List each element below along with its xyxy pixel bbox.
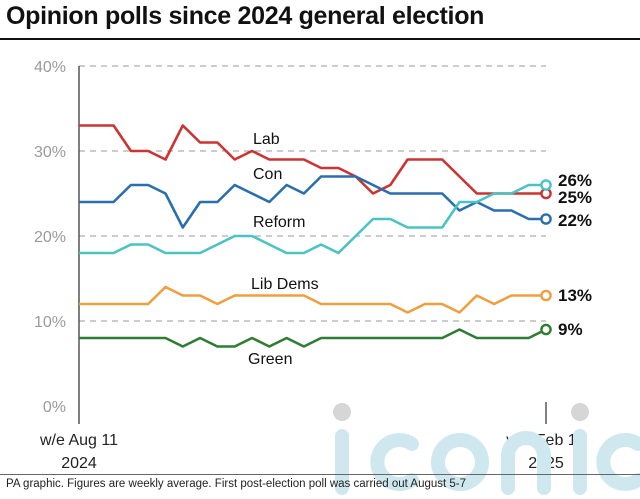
end-point-green <box>540 323 552 336</box>
title-divider <box>0 38 640 40</box>
series-label-con: Con <box>253 166 282 183</box>
gridlines <box>79 65 546 322</box>
series-lines <box>79 124 552 348</box>
end-value-label-con: 22% <box>558 211 592 230</box>
series-label-green: Green <box>248 351 292 368</box>
y-tick-label: 0% <box>43 399 66 416</box>
series-line-lib-dems <box>79 285 546 314</box>
end-point-lib-dems <box>540 289 552 302</box>
series-line-reform <box>79 183 546 255</box>
series-label-lib-dems: Lib Dems <box>251 276 319 293</box>
end-value-label-green: 9% <box>558 320 583 339</box>
x-start-label: w/e Aug 11 <box>39 432 118 449</box>
end-value-label-reform: 26% <box>558 171 592 190</box>
end-value-label-lab: 25% <box>558 188 592 207</box>
chart-title: Opinion polls since 2024 general electio… <box>6 2 485 30</box>
y-tick-label: 30% <box>34 144 66 161</box>
end-point-con <box>540 213 552 225</box>
iconic-watermark-logo <box>333 403 640 495</box>
end-point-reform <box>540 179 552 191</box>
series-label-reform: Reform <box>253 214 305 231</box>
labels: Lab Con Reform Lib Dems Green 25% 22% 26% 13% 9% <box>248 131 592 368</box>
series-line-green <box>79 328 547 348</box>
end-value-label-lib-dems: 13% <box>558 286 592 305</box>
series-line-lab <box>79 124 546 195</box>
y-tick-label: 10% <box>34 314 66 331</box>
y-tick-label: 20% <box>34 229 66 246</box>
footer-divider <box>0 474 640 475</box>
x-start-label: 2024 <box>61 455 97 472</box>
footnote: PA graphic. Figures are weekly average. … <box>6 478 467 490</box>
y-tick-label: 40% <box>34 59 66 76</box>
series-label-lab: Lab <box>253 131 280 148</box>
series-line-con <box>79 175 546 229</box>
